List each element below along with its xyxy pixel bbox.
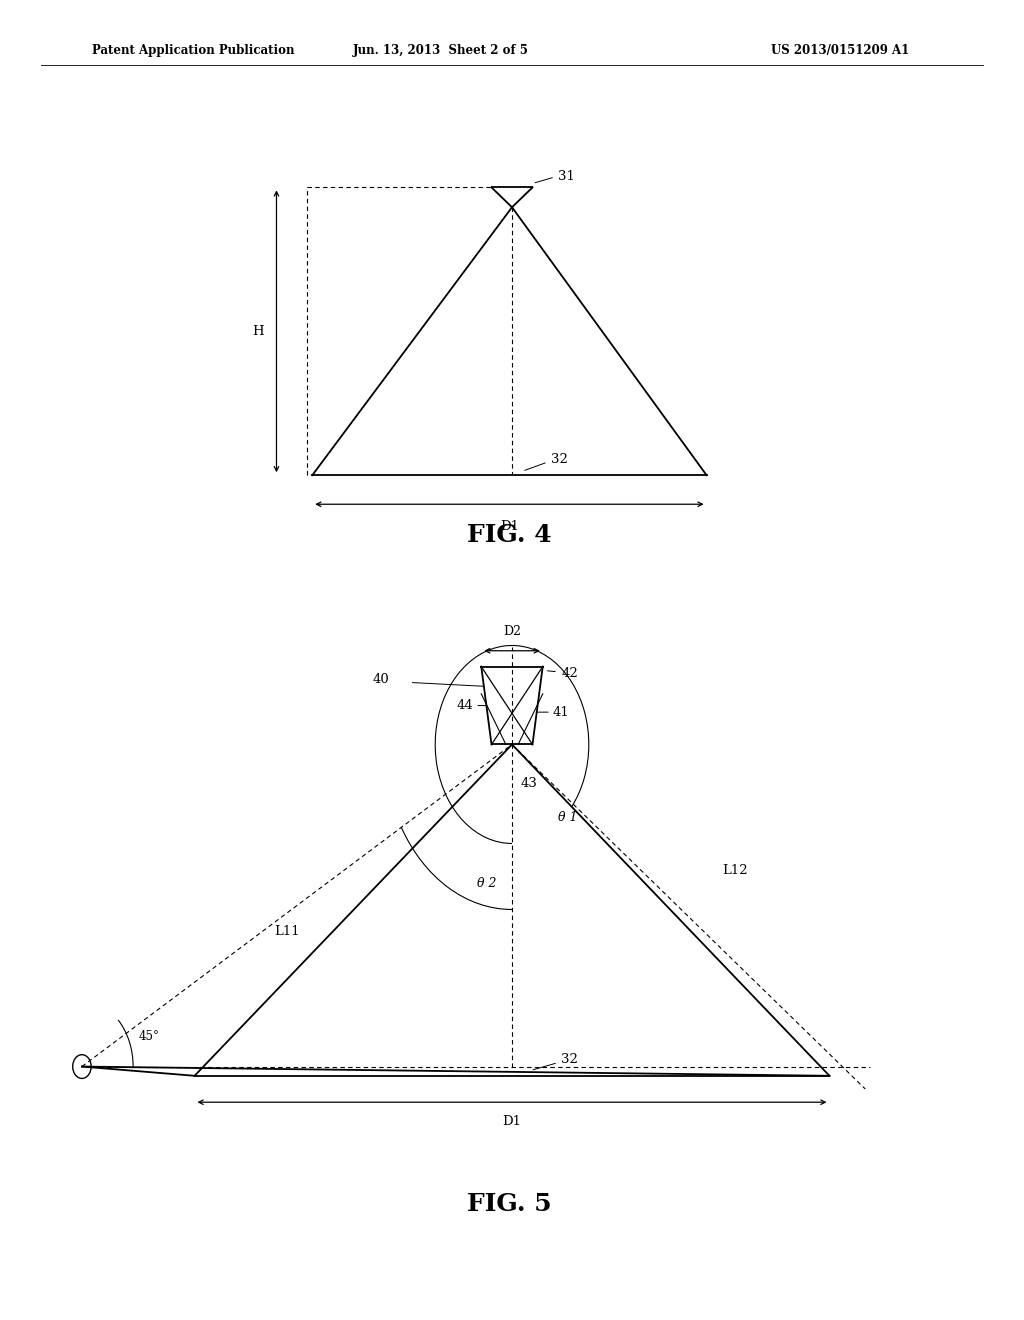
Text: 31: 31 xyxy=(558,170,574,183)
Text: D1: D1 xyxy=(503,1115,521,1129)
Text: D2: D2 xyxy=(503,624,521,638)
Text: Patent Application Publication: Patent Application Publication xyxy=(92,44,295,57)
Text: 44: 44 xyxy=(457,700,473,711)
Text: H: H xyxy=(253,325,264,338)
Text: 32: 32 xyxy=(551,453,567,466)
Text: FIG. 5: FIG. 5 xyxy=(467,1192,551,1216)
Text: D1: D1 xyxy=(500,520,519,533)
Text: θ 1: θ 1 xyxy=(558,810,578,824)
Text: Jun. 13, 2013  Sheet 2 of 5: Jun. 13, 2013 Sheet 2 of 5 xyxy=(352,44,528,57)
Text: 43: 43 xyxy=(520,777,537,791)
Text: 45°: 45° xyxy=(138,1030,159,1043)
Text: L11: L11 xyxy=(273,925,300,939)
Text: FIG. 4: FIG. 4 xyxy=(467,523,551,546)
Text: L12: L12 xyxy=(722,865,748,876)
Text: 40: 40 xyxy=(373,673,389,686)
Text: 41: 41 xyxy=(553,706,569,718)
Text: θ 2: θ 2 xyxy=(477,876,497,890)
Text: 42: 42 xyxy=(561,667,578,680)
Text: US 2013/0151209 A1: US 2013/0151209 A1 xyxy=(770,44,909,57)
Text: 32: 32 xyxy=(561,1053,578,1067)
